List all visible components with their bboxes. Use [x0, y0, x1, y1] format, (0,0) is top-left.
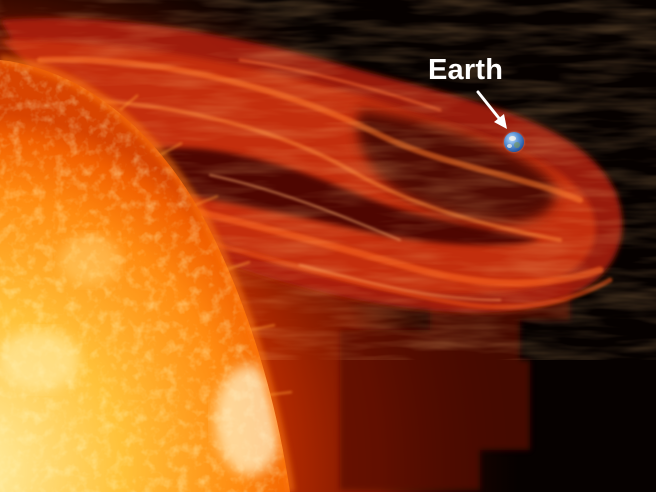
earth-globe	[504, 132, 524, 152]
limb-spicules	[119, 94, 293, 396]
arrow-icon	[476, 90, 507, 129]
earth-label: Earth	[428, 54, 504, 86]
